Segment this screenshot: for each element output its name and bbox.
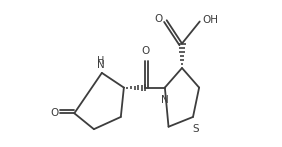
Text: O: O [155, 14, 163, 24]
Text: S: S [192, 124, 199, 134]
Text: O: O [141, 46, 149, 56]
Text: O: O [50, 108, 58, 118]
Text: N: N [97, 60, 105, 70]
Text: OH: OH [202, 15, 218, 25]
Text: H: H [97, 56, 104, 66]
Text: N: N [161, 95, 169, 105]
